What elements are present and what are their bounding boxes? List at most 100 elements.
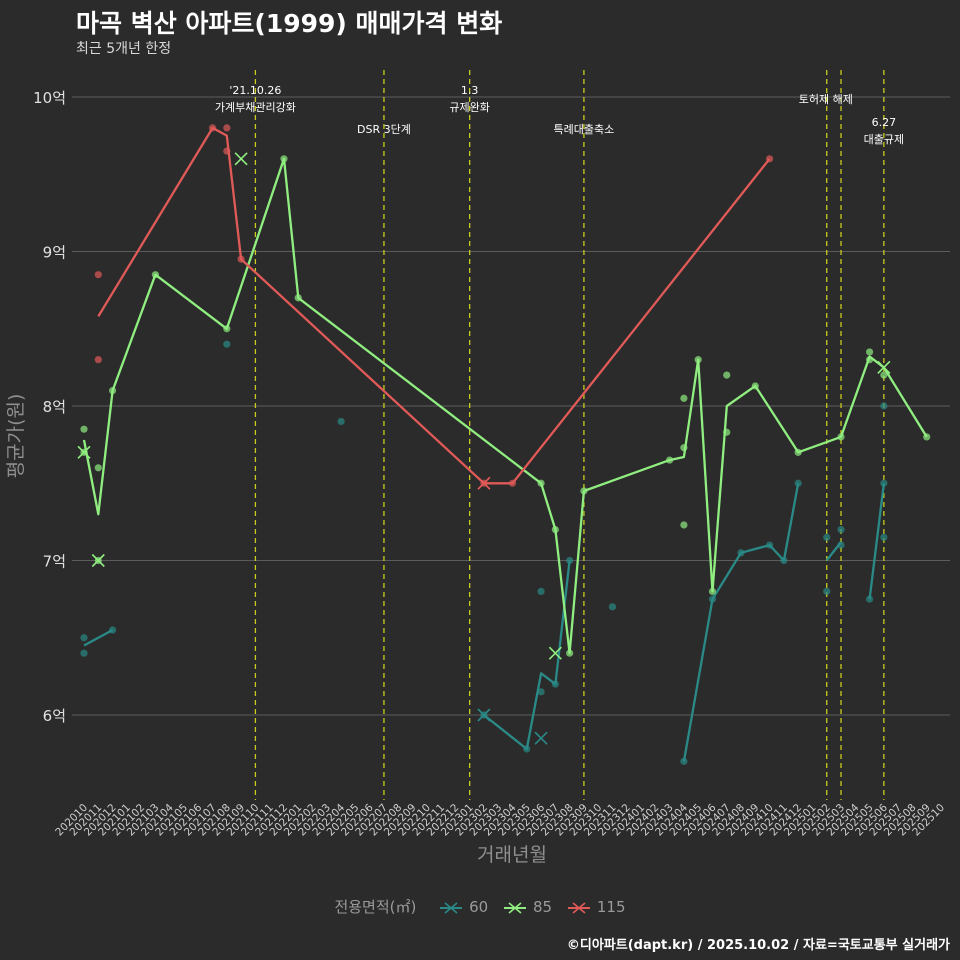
legend-key-60 [440,901,463,914]
data-point-85 [680,521,688,529]
x-axis: 2020102020112020122021012021022021032021… [53,801,947,838]
data-point-85 [865,356,874,364]
data-point-85 [151,271,160,279]
data-point-85 [280,155,288,163]
y-tick-label: 8억 [43,398,66,416]
data-point-85 [223,325,231,333]
x-marker-85 [91,553,105,568]
series-line-60 [483,560,571,751]
data-point-60 [608,603,617,611]
data-point-60 [523,745,531,753]
data-point-60 [680,757,688,765]
data-point-60 [837,526,845,534]
data-point-85 [294,294,302,302]
data-point-85 [923,433,931,441]
data-point-85 [108,386,117,395]
data-point-85 [708,587,717,596]
data-point-85 [537,479,545,487]
legend-label-85: 85 [533,898,553,916]
data-point-60 [880,402,888,410]
data-point-85 [551,526,559,534]
x-marker-60 [534,731,548,745]
data-point-85 [723,371,731,379]
annotation-label: '21.10.26 [229,84,281,97]
legend-item-115: 115 [567,898,626,916]
data-point-85 [680,394,688,402]
policy-lines [254,70,885,800]
data-point-115 [766,155,774,163]
annotation-label: 1.3 [461,84,479,97]
data-point-115 [237,255,245,263]
annotation-label: DSR 3단계 [357,123,411,136]
legend-item-60: 60 [439,898,488,916]
data-point-115 [223,124,231,132]
series-line-115 [97,126,771,485]
data-point-60 [766,541,774,549]
data-point-85 [94,464,102,472]
data-point-60 [780,556,788,565]
y-axis-label: 평균가(원) [5,394,27,479]
series-115 [94,124,774,490]
legend-title: 전용면적(㎡) [334,898,417,916]
data-point-85 [666,456,674,464]
data-point-85 [80,425,88,433]
data-point-115 [94,271,102,279]
data-point-60 [823,533,831,541]
legend: 전용면적(㎡) 60 85 115 [0,896,960,917]
data-point-85 [694,356,702,364]
y-tick-label: 7억 [43,553,66,571]
x-marker-85 [77,445,91,459]
x-marker-85 [877,360,891,374]
legend-label-115: 115 [596,898,626,916]
chart-subtitle: 최근 5개년 한정 [76,41,172,57]
series-line-60 [868,483,886,600]
series-line-60 [83,628,114,647]
annotation-label: 토허제 해제 [799,92,853,106]
data-point-60 [566,556,574,565]
x-marker-60 [477,708,491,722]
data-point-85 [680,444,688,452]
data-point-115 [208,124,217,132]
annotation-label: 대출규제 [864,133,904,146]
data-point-60 [880,479,888,487]
series-line-85 [82,157,928,655]
series-85 [77,152,931,660]
data-point-85 [865,348,874,356]
data-point-85 [880,371,888,379]
legend-item-85: 85 [503,898,552,916]
y-tick-label: 9억 [43,244,66,262]
data-point-60 [837,541,845,549]
data-point-85 [794,448,802,456]
data-point-85 [566,649,574,657]
series-layer [77,124,931,765]
data-point-60 [551,680,559,688]
y-tick-label: 6억 [43,707,66,725]
data-point-60 [880,533,888,541]
source-caption: ©디아파트(dapt.kr) / 2025.10.02 / 자료=국토교통부 실… [566,938,950,953]
y-tick-label: 10억 [33,89,66,107]
legend-label-60: 60 [469,898,489,916]
data-point-60 [823,587,831,596]
x-marker-85 [548,646,562,660]
data-point-60 [108,626,117,634]
annotation-label: 규제완화 [449,101,489,114]
legend-key-85 [504,901,527,914]
data-point-85 [723,428,731,436]
data-point-60 [737,549,745,557]
data-point-60 [537,587,545,596]
series-60 [80,340,888,765]
series-line-60 [682,483,800,762]
data-point-115 [94,356,102,364]
x-marker-115 [477,476,491,490]
y-axis: 6억 7억 8억 9억 10억 [33,89,66,725]
data-point-60 [865,595,874,603]
annotation-label: 특례대출축소 [554,123,615,136]
x-marker-85 [234,152,248,166]
annotation-label: 6.27 [872,116,897,129]
data-point-60 [337,417,345,426]
data-point-60 [794,479,802,487]
data-point-60 [80,649,88,657]
data-point-60 [80,634,88,642]
